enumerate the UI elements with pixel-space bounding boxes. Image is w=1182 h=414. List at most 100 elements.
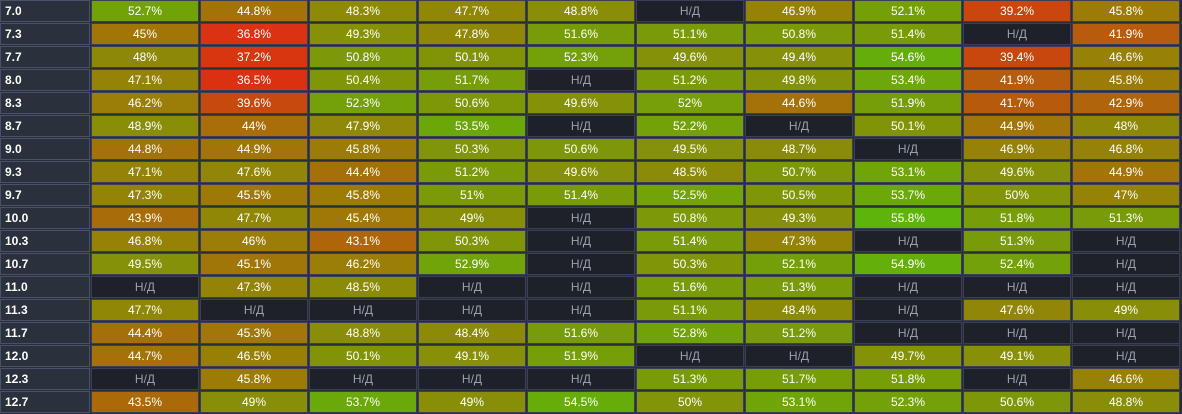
heatmap-cell: 51.4% (854, 23, 962, 45)
heatmap-cell: Н/Д (527, 69, 635, 91)
heatmap-cell: 51.3% (963, 230, 1071, 252)
heatmap-cell: 49.8% (745, 69, 853, 91)
heatmap-cell: 36.5% (200, 69, 308, 91)
heatmap-cell: 52.7% (91, 0, 199, 22)
heatmap-cell: 52.5% (636, 184, 744, 206)
heatmap-cell: 46.2% (91, 92, 199, 114)
heatmap-cell: Н/Д (527, 253, 635, 275)
heatmap-cell: 54.9% (854, 253, 962, 275)
row-label: 8.7 (0, 115, 90, 137)
heatmap-cell: 51.7% (745, 368, 853, 390)
heatmap-cell: 49% (418, 391, 526, 413)
heatmap-cell: 52.8% (636, 322, 744, 344)
heatmap-cell: 51.9% (854, 92, 962, 114)
heatmap-cell: 51.2% (418, 161, 526, 183)
heatmap-cell: 55.8% (854, 207, 962, 229)
heatmap-cell: 51.8% (963, 207, 1071, 229)
heatmap-cell: 50.3% (418, 230, 526, 252)
row-label: 11.0 (0, 276, 90, 298)
heatmap-cell: 44.8% (200, 0, 308, 22)
heatmap-cell: 47.3% (745, 230, 853, 252)
heatmap-cell: 52.1% (745, 253, 853, 275)
heatmap-cell: 51.3% (636, 368, 744, 390)
heatmap-cell: 52.3% (309, 92, 417, 114)
heatmap-cell: 45.5% (200, 184, 308, 206)
heatmap-cell: 49.6% (527, 161, 635, 183)
heatmap-cell: 53.1% (745, 391, 853, 413)
heatmap-cell: 52.4% (963, 253, 1071, 275)
heatmap-cell: Н/Д (200, 299, 308, 321)
heatmap-cell: 50.6% (963, 391, 1071, 413)
heatmap-cell: 46.9% (963, 138, 1071, 160)
heatmap-cell: 48% (91, 46, 199, 68)
heatmap-cell: 51.6% (636, 276, 744, 298)
heatmap-cell: 52.2% (636, 115, 744, 137)
heatmap-cell: 49.6% (963, 161, 1071, 183)
heatmap-cell: 49.3% (309, 23, 417, 45)
row-label: 9.3 (0, 161, 90, 183)
heatmap-cell: Н/Д (854, 299, 962, 321)
row-label: 10.7 (0, 253, 90, 275)
heatmap-cell: Н/Д (418, 276, 526, 298)
heatmap-cell: 50.3% (418, 138, 526, 160)
heatmap-cell: 50.7% (745, 161, 853, 183)
heatmap-cell: 50.8% (309, 46, 417, 68)
heatmap-cell: 44.7% (91, 345, 199, 367)
heatmap-cell: Н/Д (963, 23, 1071, 45)
heatmap-cell: Н/Д (745, 115, 853, 137)
heatmap-cell: Н/Д (1072, 276, 1180, 298)
heatmap-cell: 52.9% (418, 253, 526, 275)
heatmap-cell: 49.1% (418, 345, 526, 367)
heatmap-cell: 49.7% (854, 345, 962, 367)
heatmap-cell: Н/Д (963, 322, 1071, 344)
heatmap-cell: 45.8% (1072, 0, 1180, 22)
heatmap-cell: 47.9% (309, 115, 417, 137)
heatmap-cell: 50.4% (309, 69, 417, 91)
row-label: 12.3 (0, 368, 90, 390)
heatmap-cell: Н/Д (745, 345, 853, 367)
heatmap-cell: 36.8% (200, 23, 308, 45)
heatmap-cell: 49.5% (636, 138, 744, 160)
heatmap-cell: Н/Д (418, 368, 526, 390)
heatmap-cell: Н/Д (854, 322, 962, 344)
heatmap-cell: 44.9% (963, 115, 1071, 137)
heatmap-cell: 39.4% (963, 46, 1071, 68)
heatmap-cell: 50.6% (418, 92, 526, 114)
heatmap-cell: Н/Д (527, 368, 635, 390)
heatmap-cell: 44% (200, 115, 308, 137)
heatmap-cell: 44.9% (1072, 161, 1180, 183)
heatmap-cell: 46.6% (1072, 46, 1180, 68)
heatmap-cell: Н/Д (854, 230, 962, 252)
heatmap-cell: Н/Д (91, 276, 199, 298)
heatmap-cell: Н/Д (527, 299, 635, 321)
heatmap-cell: 49% (418, 207, 526, 229)
heatmap-cell: 43.9% (91, 207, 199, 229)
heatmap-cell: 49.3% (745, 207, 853, 229)
heatmap-cell: 47% (1072, 184, 1180, 206)
heatmap-cell: 47.3% (91, 184, 199, 206)
heatmap-cell: Н/Д (527, 230, 635, 252)
heatmap-cell: 53.4% (854, 69, 962, 91)
heatmap-cell: 37.2% (200, 46, 308, 68)
heatmap-cell: 46.6% (1072, 368, 1180, 390)
heatmap-cell: 47.3% (200, 276, 308, 298)
heatmap-cell: Н/Д (418, 299, 526, 321)
heatmap-cell: 39.2% (963, 0, 1071, 22)
heatmap-cell: 50.3% (636, 253, 744, 275)
heatmap-cell: Н/Д (963, 276, 1071, 298)
heatmap-cell: 51.1% (636, 23, 744, 45)
row-label: 7.0 (0, 0, 90, 22)
heatmap-cell: 51.8% (854, 368, 962, 390)
row-label: 10.0 (0, 207, 90, 229)
heatmap-cell: Н/Д (636, 0, 744, 22)
heatmap-cell: 51.2% (636, 69, 744, 91)
heatmap-cell: Н/Д (854, 138, 962, 160)
heatmap-cell: 53.1% (854, 161, 962, 183)
heatmap-cell: 51.2% (745, 322, 853, 344)
heatmap-cell: 52% (636, 92, 744, 114)
heatmap-cell: 47.7% (200, 207, 308, 229)
row-label: 8.0 (0, 69, 90, 91)
heatmap-cell: 45.4% (309, 207, 417, 229)
heatmap-cell: Н/Д (854, 276, 962, 298)
